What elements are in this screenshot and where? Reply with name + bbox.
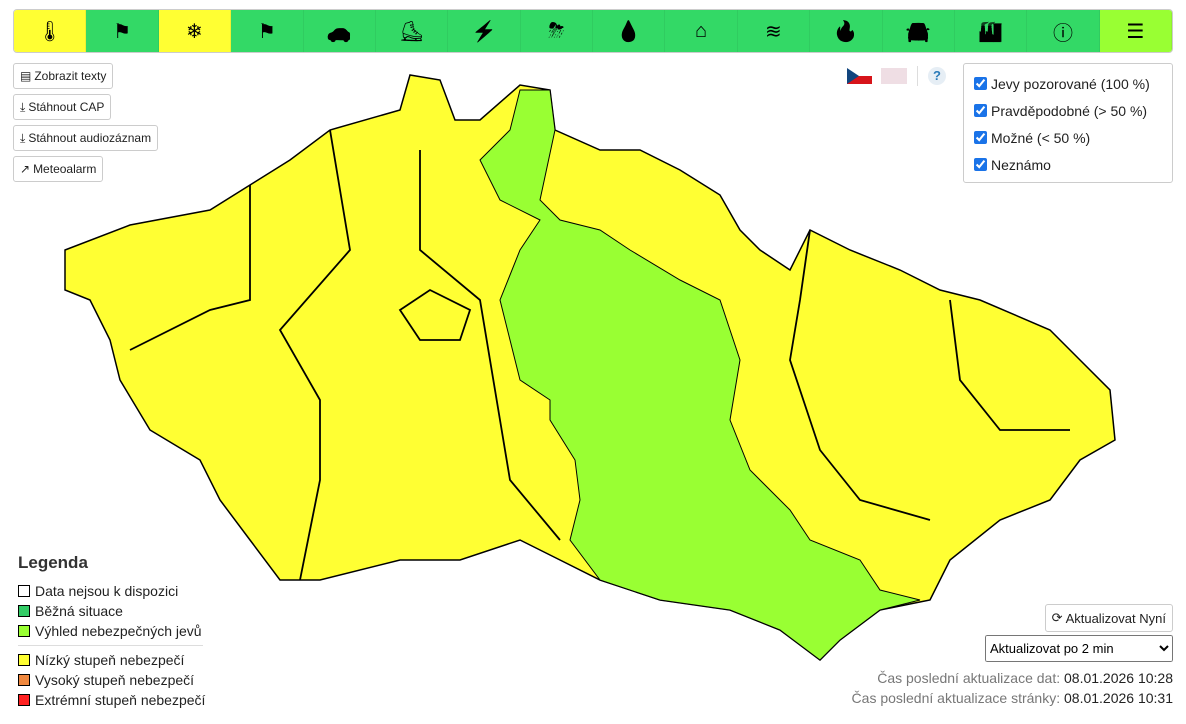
probability-filters: Jevy pozorované (100 %) Pravděpodobné (> … bbox=[963, 63, 1173, 183]
tab-flood-water[interactable]: ≋ bbox=[737, 10, 811, 52]
wind-flag-icon: ⚑ bbox=[113, 20, 132, 43]
tab-wind-flag[interactable]: ⚑ bbox=[86, 10, 159, 52]
tab-thermometer[interactable]: 🌡 bbox=[14, 10, 87, 52]
legend-item: Běžná situace bbox=[18, 601, 205, 621]
phenomenon-toolbar: 🌡 ⚑ ❄ ⚑ 🚗 ⛸ ⚡ ⛈ 💧 ⌂ ≋ 🔥 🚘 🏭 ⓘ ☰ bbox=[13, 9, 1173, 53]
tab-warning[interactable]: ⓘ bbox=[1027, 10, 1100, 52]
external-link-icon: ↗ bbox=[20, 162, 31, 176]
ice-slip-icon: ⛸ bbox=[398, 20, 425, 43]
legend-item: Data nejsou k dispozici bbox=[18, 581, 205, 601]
legend-swatch bbox=[18, 605, 30, 617]
data-update-time: Čas poslední aktualizace dat: 08.01.2026… bbox=[877, 670, 1173, 686]
flood-house-icon: ⌂ bbox=[695, 19, 708, 42]
tab-flood-house[interactable]: ⌂ bbox=[665, 10, 738, 52]
smog-factory-icon: 🏭 bbox=[978, 20, 1004, 43]
czech-flag-icon[interactable] bbox=[847, 68, 872, 84]
list-icon: ▤ bbox=[20, 69, 32, 83]
legend-item: Extrémní stupeň nebezpečí bbox=[18, 690, 205, 710]
filter-item[interactable]: Jevy pozorované (100 %) bbox=[974, 70, 1162, 97]
legend-swatch bbox=[18, 674, 30, 686]
filter-item[interactable]: Možné (< 50 %) bbox=[974, 124, 1162, 151]
filter-item[interactable]: Pravděpodobné (> 50 %) bbox=[974, 97, 1162, 124]
legend-swatch bbox=[18, 625, 30, 637]
legend-item: Výhled nebezpečných jevů bbox=[18, 621, 205, 641]
ozone-car-icon: 🚘 bbox=[905, 20, 931, 43]
tab-smog-factory[interactable]: 🏭 bbox=[954, 10, 1028, 52]
refresh-now-button[interactable]: ⟳ Aktualizovat Nyní bbox=[1044, 604, 1173, 632]
thermometer-icon: 🌡 bbox=[36, 20, 63, 43]
thunderstorm-icon: ⛈ bbox=[548, 19, 565, 42]
tab-notes[interactable]: ☰ bbox=[1099, 10, 1172, 52]
tab-thunderstorm[interactable]: ⛈ bbox=[520, 10, 593, 52]
legend-item: Vysoký stupeň nebezpečí bbox=[18, 670, 205, 690]
warning-icon: ⓘ bbox=[1052, 22, 1073, 45]
tab-slippery-road[interactable]: 🚗 bbox=[303, 10, 376, 52]
download-icon: ⤓ bbox=[20, 99, 26, 114]
tab-snow[interactable]: ❄ bbox=[158, 10, 232, 52]
tab-ozone-car[interactable]: 🚘 bbox=[882, 10, 955, 52]
filter-checkbox[interactable] bbox=[974, 158, 987, 171]
legend: Legenda Data nejsou k dispozici Běžná situ… bbox=[18, 553, 205, 710]
tab-rain[interactable]: 💧 bbox=[593, 10, 666, 52]
meteoalarm-button[interactable]: ↗ Meteoalarm bbox=[13, 156, 104, 182]
legend-item: Nízký stupeň nebezpečí bbox=[18, 650, 205, 670]
region-borders bbox=[129, 129, 1070, 581]
uk-flag-icon[interactable] bbox=[881, 68, 907, 84]
show-texts-button[interactable]: ▤ Zobrazit texty bbox=[13, 63, 114, 89]
divider bbox=[18, 645, 203, 646]
map-region-green[interactable] bbox=[479, 89, 921, 661]
divider bbox=[917, 66, 918, 86]
refresh-interval-select[interactable]: Aktualizovat po 2 min bbox=[985, 635, 1173, 662]
flood-water-icon: ≋ bbox=[765, 20, 782, 43]
help-icon[interactable]: ? bbox=[928, 67, 946, 85]
icing-powerline-icon: ⚡ bbox=[471, 20, 497, 43]
rain-icon: 💧 bbox=[616, 20, 642, 43]
fire-icon: 🔥 bbox=[833, 20, 859, 43]
tab-icing-powerline[interactable]: ⚡ bbox=[448, 10, 521, 52]
snow-icon: ❄ bbox=[186, 20, 203, 43]
legend-title: Legenda bbox=[18, 553, 88, 572]
notes-icon: ☰ bbox=[1126, 20, 1145, 43]
filter-checkbox[interactable] bbox=[974, 131, 987, 144]
page-update-time: Čas poslední aktualizace stránky: 08.01.… bbox=[851, 690, 1173, 706]
filter-checkbox[interactable] bbox=[974, 77, 987, 90]
legend-swatch bbox=[18, 585, 30, 597]
tab-fire[interactable]: 🔥 bbox=[810, 10, 883, 52]
slippery-road-icon: 🚗 bbox=[326, 20, 352, 43]
refresh-icon: ⟳ bbox=[1051, 610, 1063, 625]
filter-item[interactable]: Neznámo bbox=[974, 151, 1162, 178]
download-cap-button[interactable]: ⤓ Stáhnout CAP bbox=[13, 94, 112, 120]
download-icon: ⤓ bbox=[20, 130, 26, 145]
legend-swatch bbox=[18, 654, 30, 666]
download-audio-button[interactable]: ⤓ Stáhnout audiozáznam bbox=[13, 125, 159, 151]
snow-wind-icon: ⚑ bbox=[257, 20, 276, 43]
tab-ice-slip[interactable]: ⛸ bbox=[375, 10, 449, 52]
tab-snow-wind[interactable]: ⚑ bbox=[231, 10, 304, 52]
legend-swatch bbox=[18, 694, 30, 706]
filter-checkbox[interactable] bbox=[974, 104, 987, 117]
